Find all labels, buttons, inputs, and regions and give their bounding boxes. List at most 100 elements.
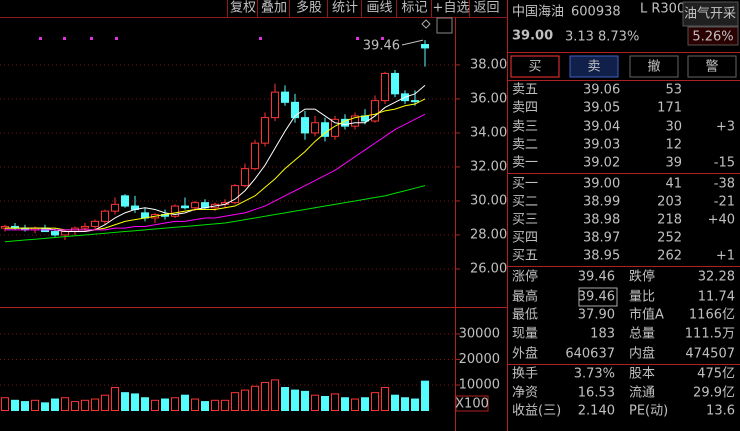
max-label: 39.46 [363, 39, 400, 54]
window-icon[interactable] [436, 17, 453, 34]
candle-body [321, 122, 329, 137]
toolbar-button[interactable]: +自选 [433, 1, 470, 16]
candle-body [421, 44, 429, 49]
stat-value: 32.28 [698, 270, 735, 285]
y-tick-label: 20000 [459, 352, 500, 367]
candle-body [391, 72, 399, 95]
toolbar-button[interactable]: 叠加 [261, 1, 287, 16]
volume-bar [121, 392, 129, 412]
stat-label: 涨停 [512, 269, 538, 285]
stat-label: 量比 [629, 290, 655, 305]
order-label: 买二 [512, 195, 538, 210]
order-change: -15 [714, 156, 735, 171]
trade-button[interactable] [510, 55, 560, 78]
y-tick-label: 26.00 [470, 261, 507, 276]
stat-label: 最高 [512, 289, 538, 305]
trade-button[interactable] [569, 55, 619, 78]
stat-label: 内盘 [629, 346, 655, 362]
candle-body [171, 205, 179, 217]
stat-label: PE(动) [629, 404, 668, 419]
sector-box[interactable] [682, 1, 739, 27]
order-volume: 30 [665, 120, 682, 135]
toolbar-button[interactable]: 多股 [296, 0, 322, 16]
candle-body [231, 185, 239, 204]
y-tick-label: 10000 [459, 377, 500, 392]
volume-bar [31, 399, 39, 412]
candle-body [351, 115, 359, 127]
toolbar-button[interactable]: 复权 [230, 0, 256, 16]
toolbar-button[interactable]: 画线 [366, 1, 392, 16]
trade-button-label[interactable]: 警 [705, 59, 718, 75]
stock-tag: L R300 [640, 2, 685, 17]
sector-change-box [687, 26, 739, 46]
volume-bar [131, 393, 139, 411]
toolbar-button[interactable]: 标记 [401, 1, 427, 16]
ma-line [5, 113, 426, 231]
diamond-icon [421, 19, 431, 29]
volume-bar [321, 395, 329, 412]
trade-button-label[interactable]: 买 [528, 60, 541, 75]
candle-body [281, 91, 289, 103]
order-volume: 262 [657, 249, 682, 264]
order-price: 39.06 [583, 83, 620, 98]
y-tick-label: 32.00 [470, 159, 507, 174]
candle-body [51, 231, 59, 236]
candle-body [291, 101, 299, 119]
trade-button[interactable] [687, 55, 737, 78]
volume-bar [371, 392, 379, 412]
candle-body [261, 117, 269, 144]
order-price: 39.05 [583, 101, 620, 116]
trade-button[interactable] [629, 55, 679, 78]
toolbar-button[interactable]: 返回 [473, 1, 499, 16]
order-change: +1 [716, 249, 735, 264]
order-change: -38 [714, 177, 735, 192]
candle-body [121, 195, 129, 207]
order-volume: 53 [665, 83, 682, 98]
volume-bar [151, 399, 159, 412]
stat-label: 外盘 [512, 346, 538, 362]
sector-name[interactable]: 油气开采 [684, 6, 736, 22]
candle-body [91, 220, 99, 227]
volume-bar [11, 399, 19, 412]
volume-bar [381, 387, 389, 412]
stat-label: 净资 [512, 386, 538, 401]
stock-code: 600938 [571, 5, 621, 20]
volume-bar [401, 397, 409, 411]
volume-bar [341, 397, 349, 411]
order-price: 38.98 [583, 213, 620, 228]
candle-body [81, 225, 89, 229]
order-label: 卖二 [512, 138, 538, 153]
candle-body [371, 100, 379, 122]
volume-bar [211, 399, 219, 412]
order-volume: 171 [657, 101, 682, 116]
change: 3.13 [565, 30, 594, 45]
volume-bar [81, 399, 89, 412]
volume-bar [281, 387, 289, 412]
order-price: 39.02 [583, 156, 620, 171]
stat-label: 市值A [629, 307, 664, 323]
stat-label: 股本 [629, 367, 655, 382]
price: 39.00 [512, 29, 553, 44]
stat-value: 13.6 [706, 404, 735, 419]
candle-body [101, 210, 109, 222]
order-change: -21 [714, 195, 735, 210]
volume-bar [421, 380, 429, 411]
volume-bar [351, 398, 359, 412]
trade-button-label[interactable]: 撤 [647, 59, 660, 75]
stat-label: 收益(三) [512, 404, 561, 419]
stat-label: 总量 [629, 327, 655, 342]
volume-bar [251, 385, 259, 411]
order-price: 38.95 [583, 249, 620, 264]
candle-body [61, 231, 69, 236]
order-label: 买四 [512, 231, 538, 246]
order-volume: 252 [657, 231, 682, 246]
toolbar-button[interactable]: 统计 [332, 1, 358, 16]
order-volume: 41 [665, 177, 682, 192]
y-tick-label: 30000 [459, 326, 500, 341]
order-label: 卖一 [512, 156, 538, 171]
event-markers [39, 37, 384, 40]
trade-button-label[interactable]: 卖 [587, 60, 600, 75]
candle-body [251, 142, 259, 170]
order-price: 39.04 [583, 120, 620, 135]
